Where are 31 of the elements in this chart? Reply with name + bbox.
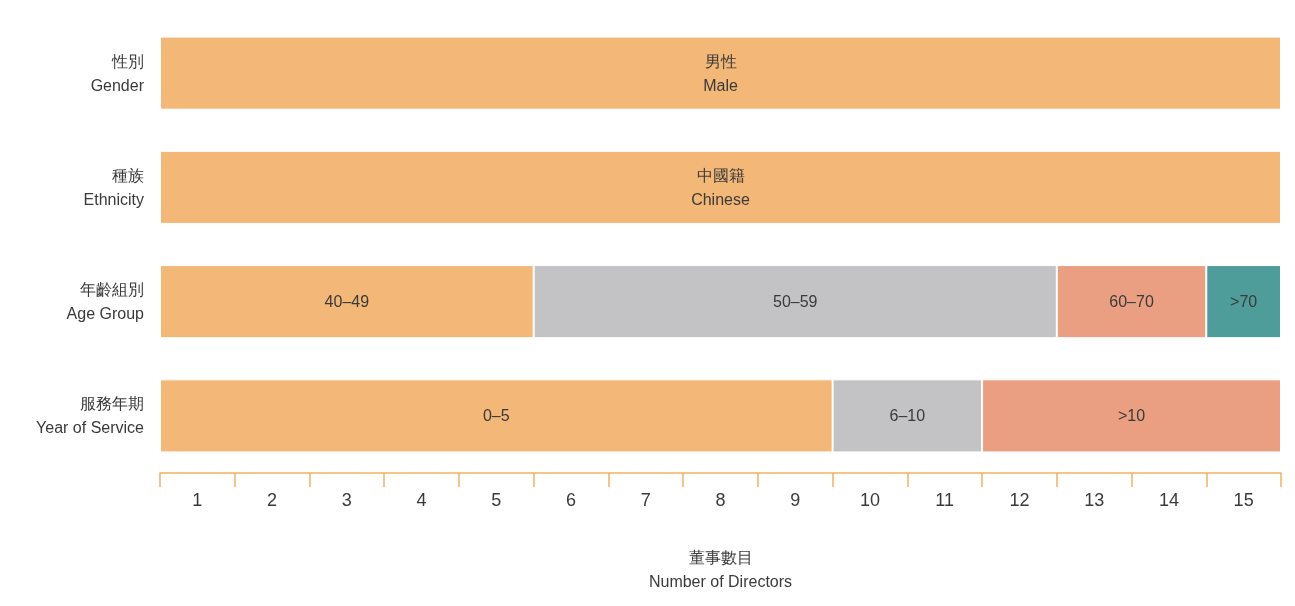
data-label: 6–10	[889, 407, 926, 425]
x-tick-label: 1	[192, 490, 203, 510]
y-tick-label: 服務年期 Year of Service	[36, 395, 145, 437]
x-tick-label: 8	[715, 490, 726, 510]
bar	[160, 150, 1281, 224]
x-tick-label: 2	[267, 490, 278, 510]
x-tick-label: 15	[1233, 490, 1254, 510]
x-tick-label: 4	[416, 490, 427, 510]
data-label: >70	[1230, 293, 1258, 311]
x-tick-label: 13	[1084, 490, 1105, 510]
bar	[160, 36, 1281, 110]
data-label: >10	[1117, 407, 1146, 425]
x-tick-label: 10	[859, 490, 880, 510]
x-tick-label: 6	[566, 490, 577, 510]
y-tick-label: 性別 Gender	[90, 52, 145, 94]
y-tick-label: 年齡組別 Age Group	[66, 281, 145, 323]
x-tick-label: 14	[1158, 490, 1179, 510]
data-label: 50–59	[772, 293, 818, 311]
data-label: 中國籍 Chinese	[691, 166, 750, 208]
x-tick-label: 7	[640, 490, 651, 510]
data-label: 男性 Male	[703, 52, 738, 94]
x-tick-label: 3	[341, 490, 352, 510]
x-tick-label: 11	[935, 490, 955, 510]
x-tick-label: 12	[1009, 490, 1030, 510]
y-tick-label: 種族 Ethnicity	[83, 166, 144, 208]
data-label: 60–70	[1109, 293, 1154, 311]
x-axis-title: 董事數目 Number of Directors	[648, 548, 793, 590]
data-label: 0–5	[482, 407, 510, 425]
data-label: 40–49	[324, 293, 370, 311]
x-tick-label: 5	[491, 490, 502, 510]
x-tick-label: 9	[790, 490, 801, 510]
